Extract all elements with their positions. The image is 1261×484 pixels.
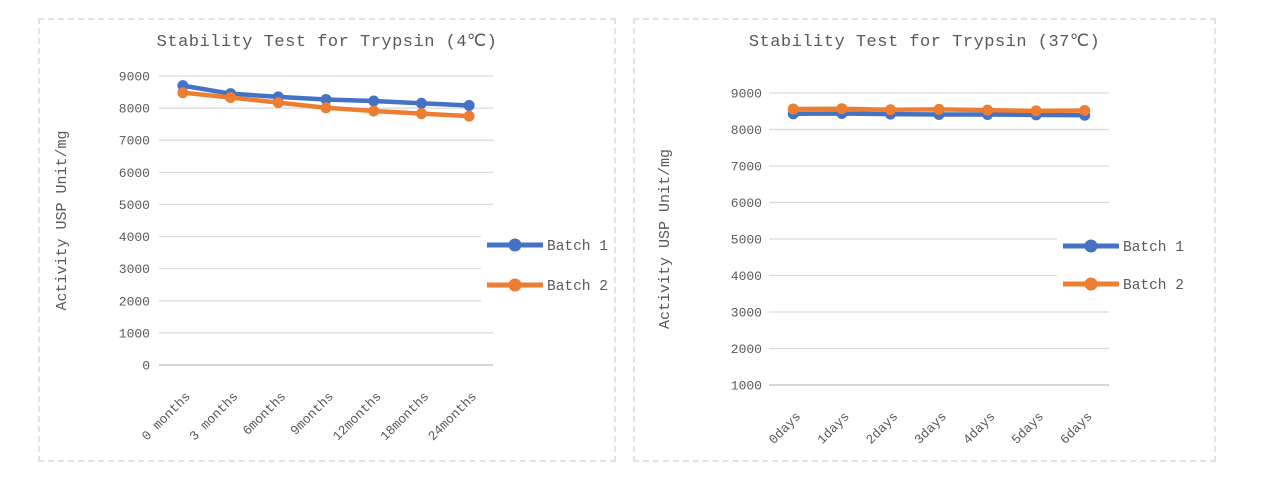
data-point [272, 97, 284, 109]
data-point [836, 103, 848, 115]
data-point [933, 103, 945, 115]
x-tick-label: 2days [863, 409, 901, 447]
y-tick-label: 2000 [119, 294, 150, 309]
x-tick-label: 4days [960, 409, 998, 447]
line-chart-trypsin-4c: 0 1000 2000 3000 4000 5000 6000 7000 8000 9000 0 m… [54, 70, 614, 444]
data-point [982, 104, 994, 116]
data-point [368, 105, 380, 117]
y-tick-label: 0 [142, 359, 150, 374]
legend-label: Batch 2 [547, 279, 608, 295]
y-tick-label: 5000 [119, 198, 150, 213]
y-axis-title: Activity USP Unit/mg [54, 130, 71, 310]
legend-swatch-marker [1084, 239, 1098, 253]
legend-swatch-marker [1084, 277, 1098, 291]
data-point [225, 92, 237, 104]
x-tick-label: 18months [378, 389, 433, 444]
legend: Batch 1 Batch 2 [481, 225, 614, 305]
x-tick-label: 1days [814, 409, 852, 447]
y-tick-label: 8000 [731, 123, 762, 138]
y-tick-label: 3000 [731, 306, 762, 321]
data-point [177, 87, 189, 99]
data-point [463, 110, 475, 122]
chart-title-4c: Stability Test for Trypsin (4℃) [156, 33, 498, 52]
legend-swatch-marker [508, 238, 522, 252]
legend: Batch 1 Batch 2 [1057, 226, 1195, 304]
y-tick-label: 7000 [731, 160, 762, 175]
data-point [415, 108, 427, 120]
data-point [787, 103, 799, 115]
data-point [884, 104, 896, 116]
legend-swatch-marker [508, 278, 522, 292]
y-axis-title: Activity USP Unit/mg [657, 149, 674, 329]
chart-panel-trypsin-37c: Stability Test for Trypsin (37℃) 1000 200… [633, 18, 1216, 462]
chart-title-37c: Stability Test for Trypsin (37℃) [748, 33, 1101, 52]
y-tick-label: 2000 [731, 342, 762, 357]
x-tick-label: 5days [1009, 409, 1047, 447]
x-tick-label: 12months [330, 389, 385, 444]
x-tick-label: 3 months [187, 389, 242, 444]
data-point [463, 100, 475, 112]
x-tick-label: 3days [912, 409, 950, 447]
data-point [415, 97, 427, 109]
y-tick-label: 4000 [119, 230, 150, 245]
y-tick-label: 1000 [731, 379, 762, 394]
legend-label: Batch 2 [1123, 278, 1184, 294]
x-tick-label: 6days [1057, 409, 1095, 447]
legend-label: Batch 1 [1123, 240, 1184, 256]
y-tick-label: 1000 [119, 326, 150, 341]
line-chart-trypsin-37c: 1000 2000 3000 4000 5000 6000 7000 8000 9000 0day… [657, 87, 1195, 447]
x-tick-label: 24months [425, 389, 480, 444]
x-tick-label: 0days [766, 409, 804, 447]
y-tick-label: 4000 [731, 269, 762, 284]
y-tick-label: 6000 [731, 196, 762, 211]
legend-background [481, 225, 614, 305]
legend-label: Batch 1 [547, 239, 608, 255]
data-point [1030, 105, 1042, 117]
data-point [320, 102, 332, 114]
y-tick-label: 7000 [119, 134, 150, 149]
y-tick-label: 3000 [119, 262, 150, 277]
legend-background [1057, 226, 1195, 304]
chart-panel-trypsin-4c: Stability Test for Trypsin (4℃) 0 1000 200… [38, 18, 616, 462]
y-tick-label: 9000 [119, 70, 150, 85]
y-tick-label: 5000 [731, 233, 762, 248]
x-tick-label: 0 months [139, 389, 194, 444]
x-tick-label: 6months [240, 389, 289, 438]
data-point [1079, 105, 1091, 117]
data-point [368, 95, 380, 107]
x-tick-label: 9months [288, 389, 337, 438]
data-point [320, 93, 332, 105]
y-tick-label: 8000 [119, 102, 150, 117]
y-tick-label: 9000 [731, 87, 762, 102]
y-tick-label: 6000 [119, 166, 150, 181]
